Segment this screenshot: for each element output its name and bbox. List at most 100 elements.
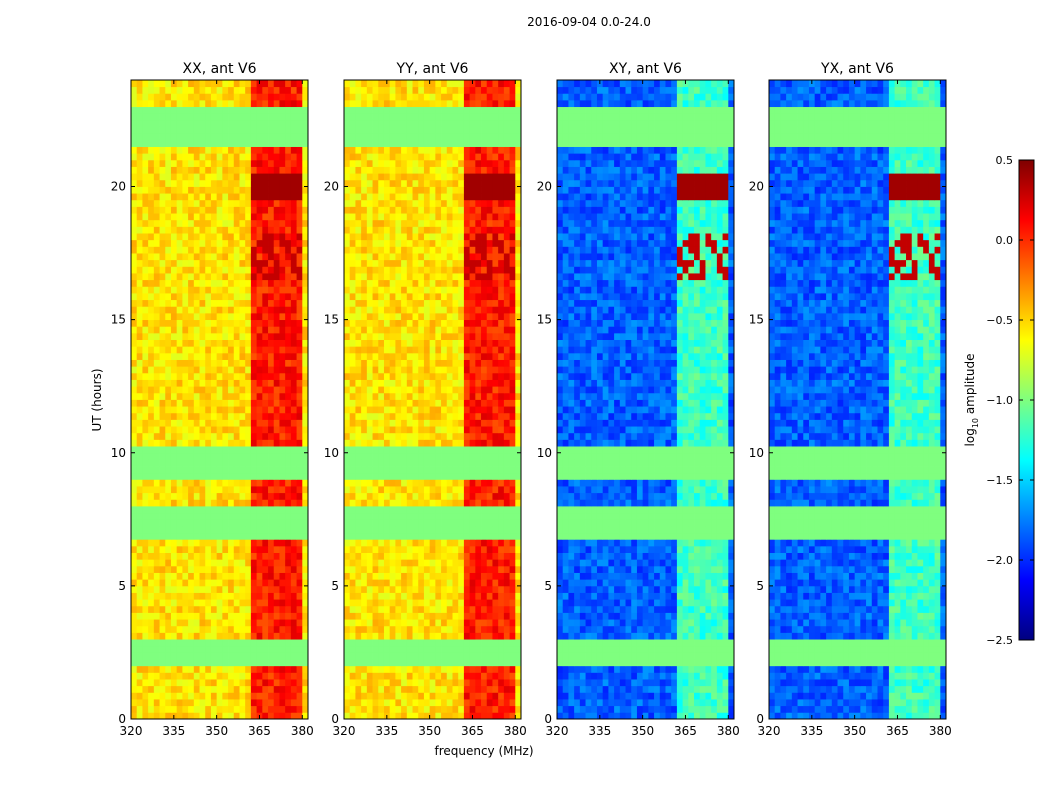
heatmap-cell: [296, 273, 303, 281]
heatmap-cell: [475, 472, 482, 480]
heatmap-cell: [262, 579, 269, 587]
heatmap-cell: [142, 486, 149, 494]
heatmap-cell: [429, 452, 436, 460]
heatmap-cell: [193, 599, 200, 607]
heatmap-cell: [136, 599, 143, 607]
heatmap-cell: [302, 366, 309, 374]
heatmap-cell: [228, 233, 235, 241]
heatmap-cell: [245, 319, 252, 327]
heatmap-cell: [418, 419, 425, 427]
heatmap-cell: [228, 459, 235, 467]
heatmap-cell: [423, 506, 431, 514]
heatmap-cell: [372, 352, 379, 360]
heatmap-cell: [262, 712, 269, 720]
heatmap-cell: [441, 705, 448, 713]
heatmap-cell: [279, 426, 286, 434]
heatmap-cell: [290, 226, 297, 234]
heatmap-cell: [188, 565, 195, 573]
heatmap-cell: [475, 319, 482, 327]
heatmap-cell: [492, 399, 499, 407]
heatmap-cell: [148, 506, 155, 514]
heatmap-cell: [245, 159, 252, 167]
heatmap-cell: [446, 565, 453, 573]
heatmap-cell: [273, 372, 280, 380]
heatmap-cell: [285, 619, 292, 627]
heatmap-cell: [469, 685, 476, 693]
heatmap-cell: [486, 639, 493, 647]
heatmap-cell: [176, 452, 183, 460]
heatmap-cell: [268, 113, 275, 121]
heatmap-cell: [216, 506, 223, 514]
heatmap-cell: [182, 93, 189, 101]
heatmap-cell: [446, 399, 453, 407]
heatmap-cell: [153, 585, 160, 593]
heatmap-cell: [372, 346, 379, 354]
heatmap-cell: [228, 113, 235, 121]
heatmap-cell: [441, 545, 448, 553]
heatmap-cell: [349, 439, 356, 447]
heatmap-cell: [475, 519, 482, 527]
heatmap-cell: [222, 552, 229, 560]
heatmap-cell: [441, 479, 448, 487]
heatmap-cell: [486, 499, 493, 507]
heatmap-cell: [481, 512, 488, 520]
heatmap-cell: [498, 399, 505, 407]
heatmap-cell: [296, 99, 303, 108]
heatmap-cell: [239, 279, 246, 287]
heatmap-cell: [159, 346, 166, 354]
heatmap-cell: [452, 299, 459, 307]
heatmap-cell: [290, 699, 297, 707]
heatmap-cell: [268, 213, 275, 221]
heatmap-cell: [159, 312, 166, 321]
heatmap-cell: [273, 432, 280, 440]
heatmap-cell: [389, 565, 396, 573]
heatmap-cell: [273, 486, 280, 494]
heatmap-cell: [142, 399, 149, 407]
heatmap-cell: [148, 86, 155, 94]
heatmap-cell: [302, 306, 309, 314]
heatmap-cell: [210, 106, 218, 114]
heatmap-cell: [131, 519, 138, 527]
heatmap-cell: [165, 472, 172, 480]
heatmap-cell: [435, 545, 442, 553]
heatmap-cell: [475, 685, 482, 693]
heatmap-cell: [383, 539, 391, 547]
heatmap-cell: [228, 226, 235, 234]
heatmap-cell: [233, 166, 240, 174]
heatmap-cell: [395, 652, 402, 660]
heatmap-cell: [205, 419, 212, 427]
heatmap-cell: [285, 133, 292, 141]
heatmap-cell: [222, 639, 229, 647]
heatmap-cell: [378, 552, 385, 560]
heatmap-cell: [423, 386, 431, 394]
heatmap-cell: [285, 459, 292, 467]
heatmap-cell: [361, 319, 368, 327]
heatmap-cell: [383, 605, 391, 613]
heatmap-cell: [170, 119, 178, 127]
heatmap-cell: [302, 565, 309, 573]
heatmap-cell: [435, 572, 442, 580]
heatmap-cell: [182, 412, 189, 420]
heatmap-cell: [435, 559, 442, 567]
heatmap-cell: [199, 672, 206, 680]
heatmap-cell: [302, 439, 309, 447]
heatmap-cell: [142, 532, 149, 540]
heatmap-cell: [182, 386, 189, 394]
heatmap-cell: [423, 605, 431, 613]
heatmap-cell: [349, 632, 356, 640]
heatmap-cell: [216, 206, 223, 214]
heatmap-cell: [273, 239, 280, 247]
heatmap-cell: [273, 625, 280, 633]
heatmap-cell: [285, 352, 292, 360]
heatmap-cell: [228, 625, 235, 633]
heatmap-cell: [193, 432, 200, 440]
heatmap-cell: [222, 279, 229, 287]
heatmap-cell: [165, 492, 172, 500]
heatmap-cell: [423, 545, 431, 553]
heatmap-cell: [395, 446, 402, 454]
heatmap-cell: [205, 466, 212, 474]
heatmap-cell: [401, 499, 408, 507]
heatmap-cell: [148, 106, 155, 114]
heatmap-cell: [239, 253, 246, 261]
heatmap-cell: [182, 219, 189, 227]
